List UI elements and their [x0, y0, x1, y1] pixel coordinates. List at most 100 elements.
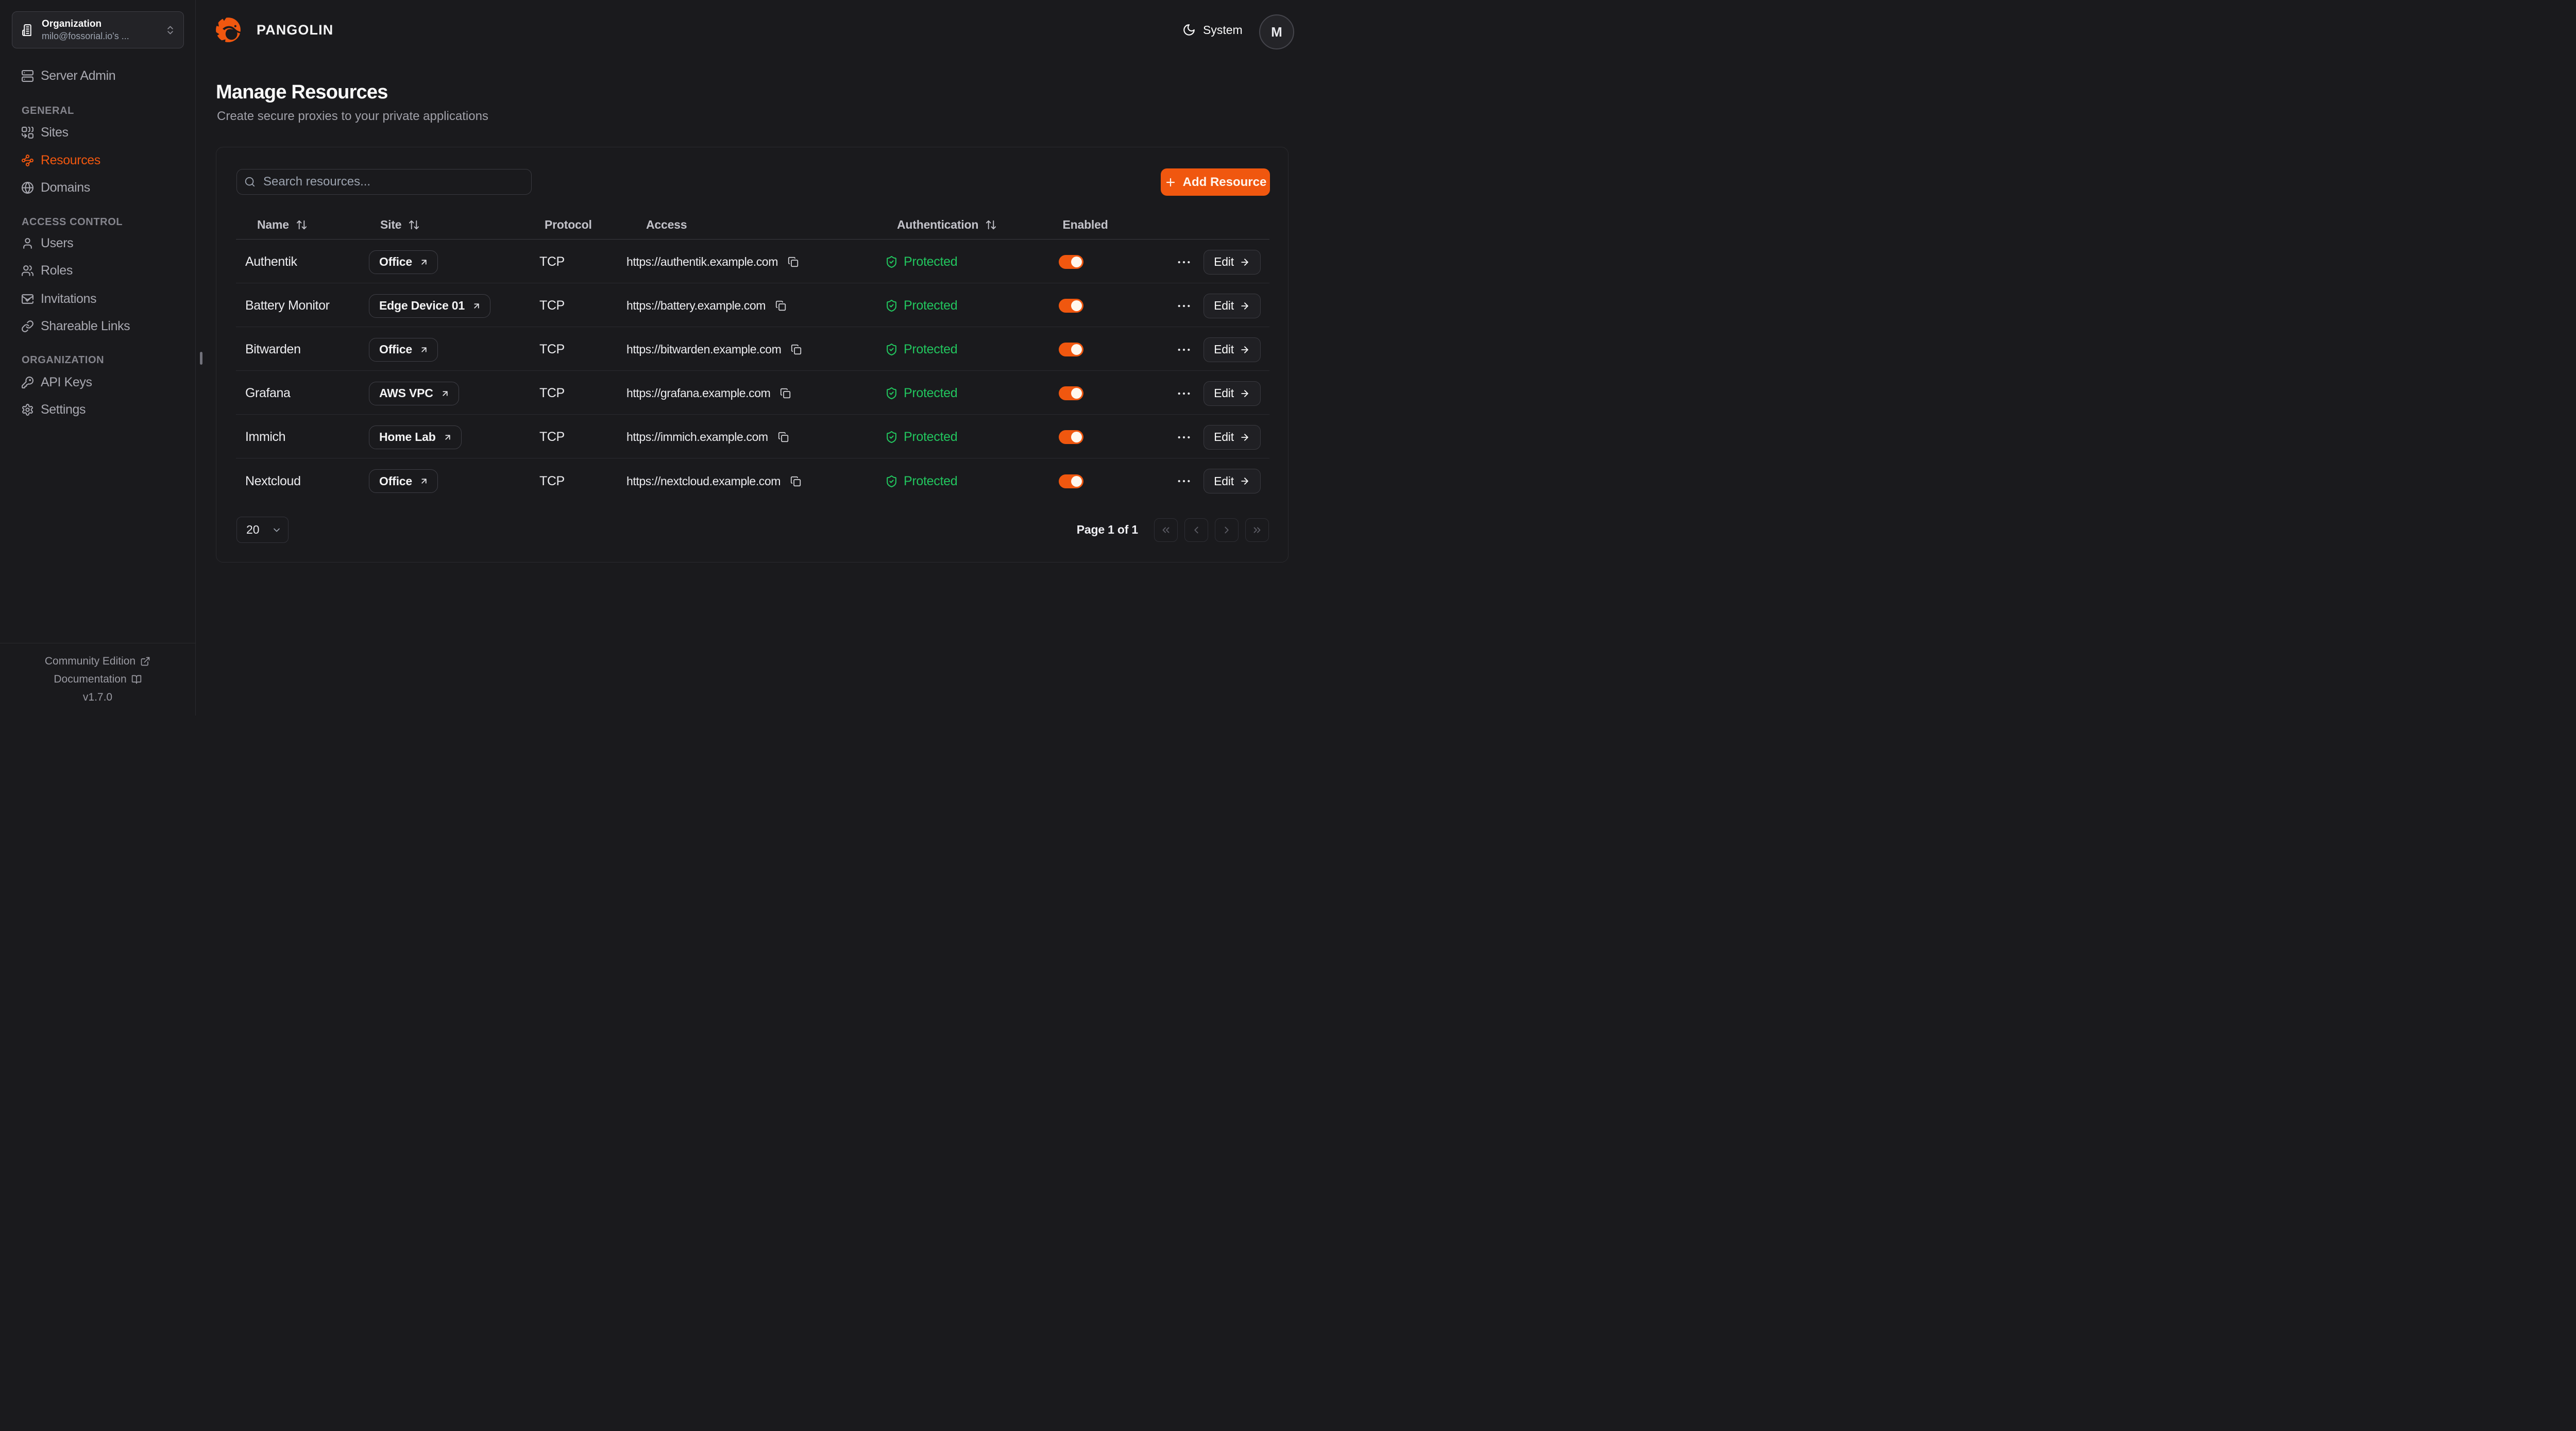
row-menu-button[interactable] — [1174, 471, 1194, 491]
copy-icon[interactable] — [788, 257, 799, 267]
sort-icon — [296, 219, 308, 231]
row-menu-button[interactable] — [1174, 427, 1194, 448]
column-header-authentication[interactable]: Authentication — [876, 218, 1049, 232]
copy-icon[interactable] — [780, 388, 791, 399]
row-menu-button[interactable] — [1174, 383, 1194, 404]
prev-page-button[interactable] — [1184, 518, 1208, 542]
enabled-toggle[interactable] — [1058, 255, 1083, 269]
row-menu-button[interactable] — [1174, 296, 1194, 316]
enabled-cell — [1049, 255, 1148, 269]
mail-check-icon — [21, 293, 34, 305]
edit-button[interactable]: Edit — [1203, 337, 1261, 362]
page-size-select[interactable]: 20 — [236, 517, 289, 543]
site-name: Office — [379, 343, 412, 356]
resource-name: Nextcloud — [245, 473, 301, 488]
documentation-link[interactable]: Documentation — [54, 673, 141, 686]
gear-icon — [21, 403, 34, 416]
page-indicator: Page 1 of 1 — [1076, 523, 1138, 536]
brand-name: PANGOLIN — [257, 22, 334, 38]
enabled-toggle[interactable] — [1058, 343, 1083, 356]
sidebar-item-shareable-links[interactable]: Shareable Links — [21, 312, 185, 340]
edit-button[interactable]: Edit — [1203, 381, 1261, 406]
edit-button[interactable]: Edit — [1203, 293, 1261, 318]
combine-icon — [21, 126, 34, 139]
edit-label: Edit — [1214, 386, 1234, 400]
chevron-down-icon — [272, 525, 282, 535]
sidebar-item-users[interactable]: Users — [21, 229, 185, 257]
row-menu-button[interactable] — [1174, 252, 1194, 272]
sidebar-item-roles[interactable]: Roles — [21, 257, 185, 284]
protocol-cell: TCP — [539, 473, 565, 488]
site-link[interactable]: Office — [369, 337, 438, 362]
page-size-value: 20 — [246, 523, 260, 536]
row-menu-button[interactable] — [1174, 339, 1194, 360]
sidebar-item-label: Domains — [41, 180, 90, 195]
edit-button[interactable]: Edit — [1203, 249, 1261, 275]
avatar[interactable]: M — [1259, 14, 1294, 49]
sidebar-item-label: Roles — [41, 263, 73, 278]
access-cell: https://authentik.example.com — [617, 255, 876, 269]
edit-label: Edit — [1214, 474, 1234, 488]
access-url: https://grafana.example.com — [626, 386, 771, 400]
column-label: Protocol — [545, 218, 592, 231]
site-link[interactable]: Home Lab — [369, 425, 462, 449]
resource-name: Grafana — [245, 386, 291, 400]
community-edition-link[interactable]: Community Edition — [45, 655, 150, 668]
version-label: v1.7.0 — [82, 691, 113, 703]
server-icon — [21, 70, 34, 82]
enabled-toggle[interactable] — [1058, 430, 1083, 444]
column-header-site[interactable]: Site — [360, 218, 530, 232]
sidebar-item-domains[interactable]: Domains — [21, 174, 185, 201]
add-resource-button[interactable]: Add Resource — [1161, 168, 1270, 196]
sidebar-item-label: Resources — [41, 152, 100, 167]
link-icon — [21, 320, 34, 333]
site-link[interactable]: Edge Device 01 — [369, 294, 490, 318]
copy-icon[interactable] — [791, 344, 802, 355]
sidebar-section-access-control: ACCESS CONTROL — [22, 216, 123, 228]
shield-check-icon — [885, 431, 898, 444]
edit-cell: Edit — [1203, 424, 1270, 450]
enabled-toggle[interactable] — [1058, 299, 1083, 313]
next-page-button[interactable] — [1215, 518, 1239, 542]
site-link[interactable]: Office — [369, 469, 438, 493]
edit-button[interactable]: Edit — [1203, 424, 1261, 450]
sidebar-item-server-admin[interactable]: Server Admin — [21, 62, 185, 90]
edit-cell: Edit — [1203, 249, 1270, 275]
moon-icon — [1182, 23, 1196, 37]
copy-icon[interactable] — [775, 300, 786, 311]
enabled-toggle[interactable] — [1058, 474, 1083, 488]
column-header-name[interactable]: Name — [236, 218, 360, 232]
auth-status: Protected — [904, 298, 958, 313]
sidebar-item-api-keys[interactable]: API Keys — [21, 368, 185, 396]
copy-icon[interactable] — [778, 432, 789, 442]
first-page-button[interactable] — [1154, 518, 1178, 542]
theme-toggle[interactable]: System — [1182, 23, 1243, 37]
site-link[interactable]: AWS VPC — [369, 381, 459, 405]
sidebar-item-resources[interactable]: Resources — [21, 146, 185, 174]
edit-button[interactable]: Edit — [1203, 469, 1261, 493]
auth-status: Protected — [904, 254, 958, 269]
pagination: 20 Page 1 of 1 — [236, 517, 1269, 543]
site-cell: Office — [360, 469, 530, 493]
access-url: https://nextcloud.example.com — [626, 474, 781, 488]
globe-icon — [21, 181, 34, 194]
arrow-up-right-icon — [419, 258, 429, 267]
sidebar-resize-handle[interactable] — [200, 352, 202, 365]
arrow-right-icon — [1240, 432, 1250, 442]
sidebar-item-sites[interactable]: Sites — [21, 118, 185, 146]
copy-icon[interactable] — [790, 476, 801, 487]
table-header: Name Site Protocol Access Authentication… — [236, 211, 1269, 240]
enabled-toggle[interactable] — [1058, 386, 1083, 400]
org-switcher[interactable]: Organization milo@fossorial.io's ... — [12, 11, 184, 48]
community-edition-label: Community Edition — [44, 655, 136, 667]
edit-label: Edit — [1214, 299, 1234, 312]
last-page-button[interactable] — [1245, 518, 1269, 542]
sidebar-item-settings[interactable]: Settings — [21, 396, 185, 423]
edit-label: Edit — [1214, 430, 1234, 444]
sidebar-item-invitations[interactable]: Invitations — [21, 285, 185, 313]
site-link[interactable]: Office — [369, 250, 438, 274]
site-name: AWS VPC — [379, 386, 433, 400]
site-name: Office — [379, 255, 412, 268]
search-input[interactable] — [263, 175, 523, 189]
site-name: Edge Device 01 — [379, 299, 465, 312]
